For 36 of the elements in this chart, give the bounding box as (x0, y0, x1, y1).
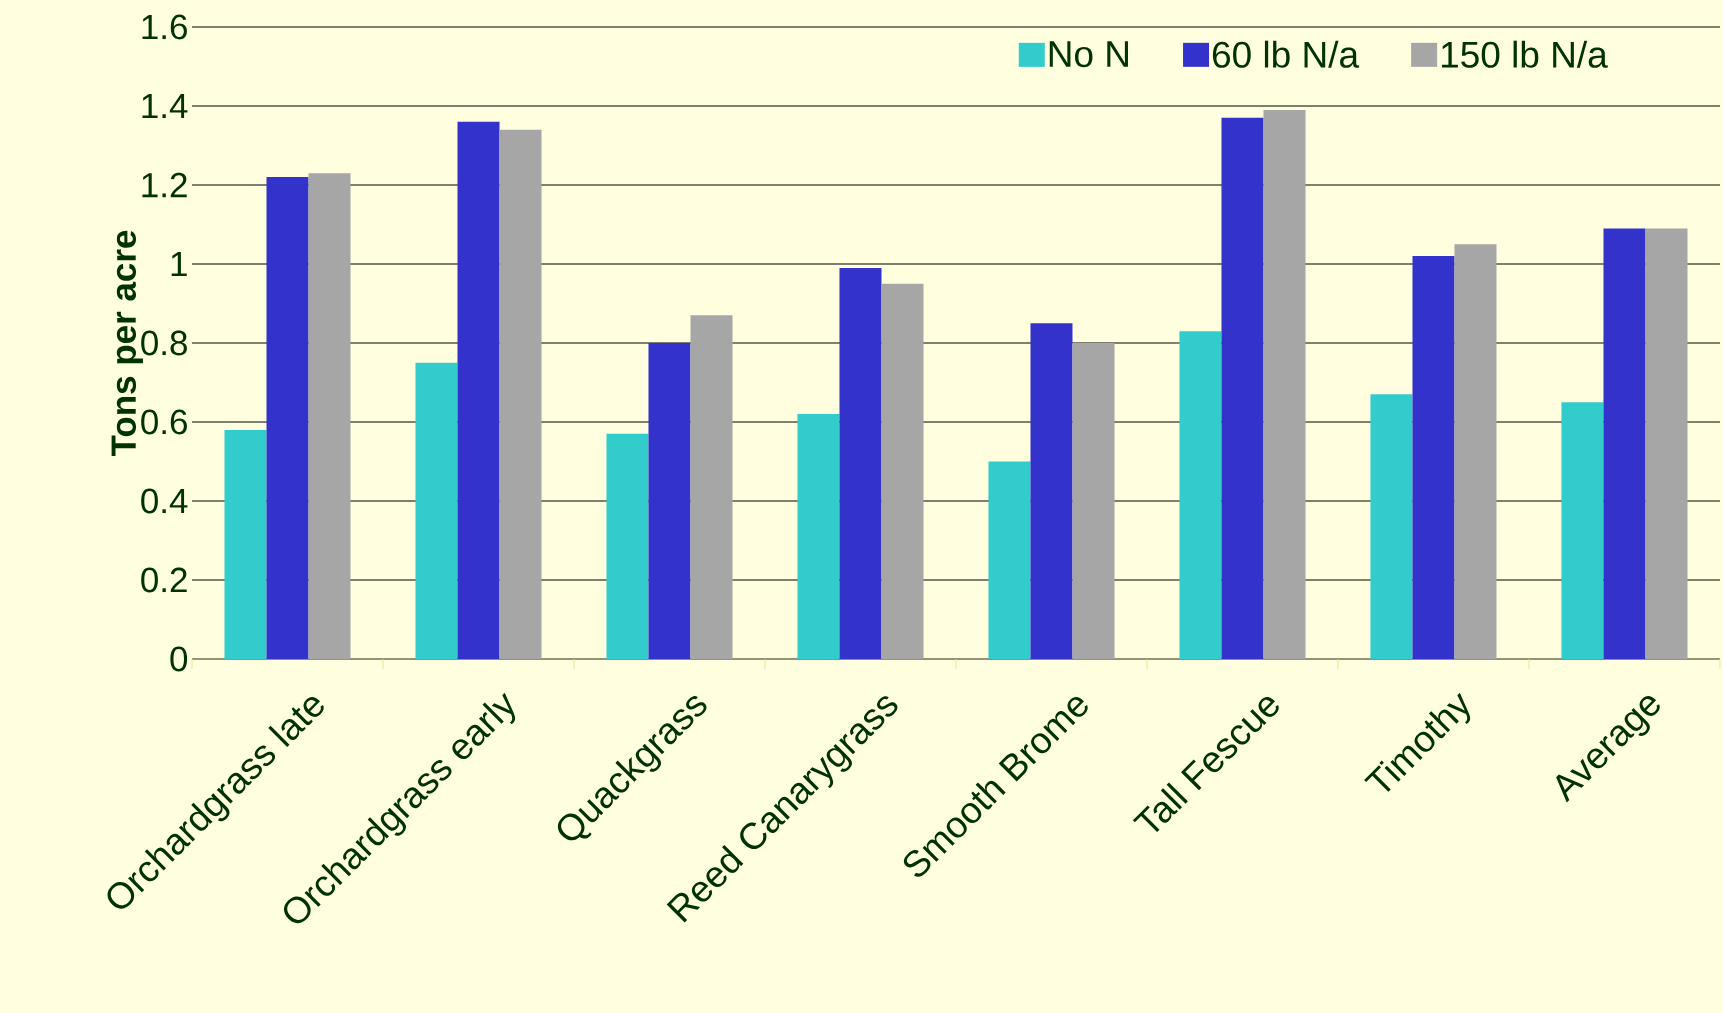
bar (308, 173, 351, 659)
y-tick-label: 1.2 (142, 172, 187, 198)
bar (839, 267, 882, 659)
y-tick-label: 1.4 (142, 93, 188, 119)
bar (648, 343, 691, 659)
y-tick-label: 0.6 (141, 409, 187, 435)
bar (1603, 228, 1646, 659)
bar (797, 414, 840, 659)
bar (1179, 331, 1222, 659)
y-tick-label: 0 (170, 646, 188, 672)
y-tick-label: 1 (171, 251, 187, 277)
bar (1030, 323, 1073, 659)
bar (881, 283, 924, 659)
bar (1454, 244, 1497, 659)
bar (1561, 402, 1604, 659)
legend-label: 60 lb N/a (1212, 40, 1360, 68)
bar (1645, 228, 1688, 659)
bar (1072, 343, 1115, 659)
bar (1370, 394, 1413, 659)
bar (499, 129, 542, 659)
bar (224, 429, 267, 659)
bar (988, 461, 1031, 659)
bar (606, 433, 649, 659)
bar (1263, 109, 1306, 659)
bar (266, 177, 309, 659)
y-tick-label: 0.4 (141, 488, 188, 514)
bar (690, 315, 733, 659)
y-tick-label: 0.2 (141, 567, 187, 593)
bar (1412, 256, 1455, 659)
bar (1221, 117, 1264, 659)
y-tick-label: 0.8 (141, 330, 187, 356)
legend-label: 150 lb N/a (1441, 40, 1608, 68)
legend-label: No N (1049, 41, 1128, 68)
y-tick-label: 1.6 (142, 14, 187, 40)
bar (457, 121, 500, 659)
bar (415, 362, 458, 659)
